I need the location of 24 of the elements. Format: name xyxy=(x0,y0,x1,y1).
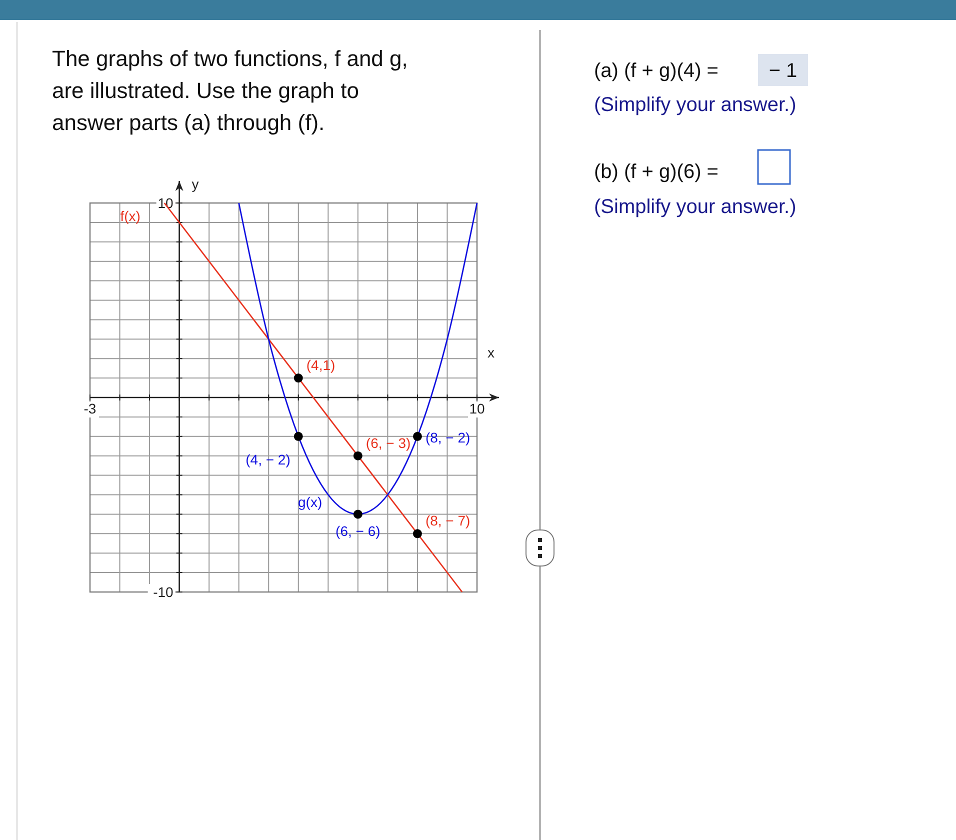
x-axis-title: x xyxy=(488,344,494,360)
series-label: f(x) xyxy=(120,208,140,224)
annotation: (4,1) xyxy=(306,357,336,374)
y-tick-label: -10 xyxy=(153,584,174,600)
y-axis-title: y xyxy=(192,176,199,192)
text: (b) (f + g)(6) = xyxy=(594,161,718,183)
annotation: (8, − 2) xyxy=(425,429,470,446)
text: (Simplify your answer.) xyxy=(594,94,796,116)
text: (a) (f + g)(4) = xyxy=(594,60,718,82)
annotation: (6, − 6) xyxy=(336,523,380,540)
annotation: (6, − 3) xyxy=(366,434,411,451)
point xyxy=(412,432,422,441)
annotation: (4, − 2) xyxy=(246,451,290,468)
point xyxy=(353,451,362,460)
point xyxy=(353,510,362,519)
point xyxy=(412,529,422,538)
annotation: (8, − 7) xyxy=(425,512,470,529)
point xyxy=(294,432,303,441)
series-label: g(x) xyxy=(298,494,322,510)
text: − 1 xyxy=(768,60,798,82)
x-tick-label: -3 xyxy=(84,400,96,416)
chart-title: The graphs of two functions, f and g, are illustrated. Use the graph to answer parts (a) through (f). xyxy=(52,46,408,135)
point xyxy=(294,374,303,383)
text: (Simplify your answer.) xyxy=(594,196,796,218)
